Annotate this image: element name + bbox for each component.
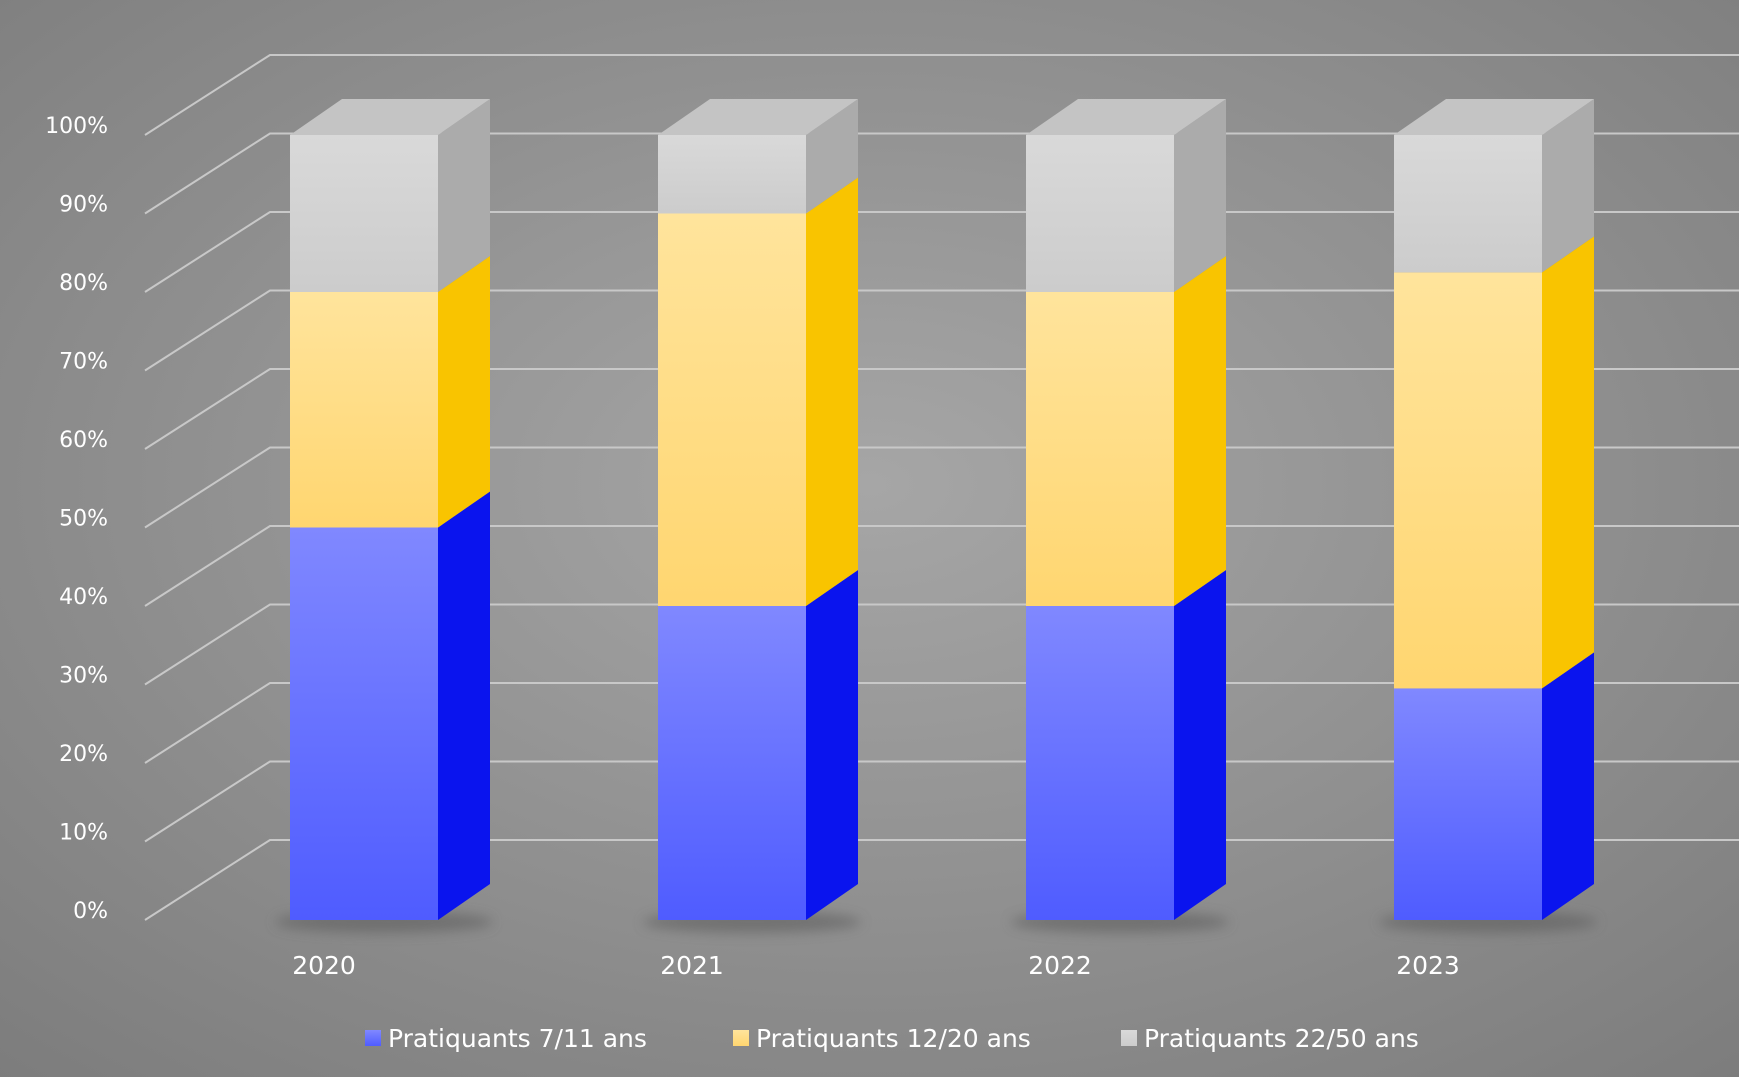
gridlines <box>144 54 1739 921</box>
y-tick-label: 60% <box>59 428 108 453</box>
bar-segment <box>1026 606 1174 920</box>
gridline <box>144 289 1739 372</box>
bar-segment-side <box>806 99 858 214</box>
bar-segment-side <box>1174 256 1226 606</box>
bar-segment-side <box>1174 99 1226 292</box>
bar-segment-side <box>806 570 858 920</box>
legend-label: Pratiquants 22/50 ans <box>1144 1024 1419 1053</box>
y-axis-tick-labels: 0% 10% 20% 30% 40% 50% 60% 70% 80% 90% 100% <box>45 114 108 924</box>
bar-segment-side <box>806 177 858 606</box>
bar-segment-side <box>1542 652 1594 920</box>
y-tick-label: 30% <box>59 664 108 689</box>
bar-top-face <box>290 99 490 135</box>
bar-stack-2020 <box>275 99 493 933</box>
bar-segment <box>658 606 806 920</box>
x-tick-label: 2020 <box>292 951 356 980</box>
bar-segment <box>1394 135 1542 273</box>
legend-swatch <box>733 1030 749 1046</box>
y-tick-label: 100% <box>45 114 108 139</box>
gridline <box>144 839 1739 921</box>
x-tick-label: 2022 <box>1028 951 1092 980</box>
gridline <box>144 446 1739 529</box>
bar-stack-2023 <box>1379 99 1597 933</box>
bar-segment-side <box>1174 570 1226 920</box>
legend-entry: Pratiquants 7/11 ans <box>365 1024 647 1053</box>
y-tick-label: 70% <box>59 350 108 375</box>
x-tick-label: 2021 <box>660 951 724 980</box>
bar-segment-side <box>438 256 490 528</box>
legend-swatch <box>365 1030 381 1046</box>
legend-swatch <box>1121 1030 1137 1046</box>
legend: Pratiquants 7/11 ans Pratiquants 12/20 an… <box>365 1024 1419 1053</box>
bar-segment <box>290 527 438 920</box>
bar-segment <box>658 213 806 606</box>
bar-segment <box>1026 135 1174 292</box>
gridline <box>144 132 1739 215</box>
bar-segment <box>1026 292 1174 606</box>
x-axis-category-labels: 2020 2021 2022 2023 <box>292 951 1460 980</box>
y-tick-label: 10% <box>59 821 108 846</box>
bar-segment-side <box>1542 236 1594 689</box>
bars <box>275 99 1597 933</box>
legend-entry: Pratiquants 12/20 ans <box>733 1024 1031 1053</box>
bar-segment-side <box>1542 99 1594 273</box>
bar-segment <box>1394 688 1542 920</box>
bar-stack-2022 <box>1011 99 1229 933</box>
y-tick-label: 80% <box>59 271 108 296</box>
legend-entry: Pratiquants 22/50 ans <box>1121 1024 1419 1053</box>
bar-top-face <box>1026 99 1226 135</box>
legend-label: Pratiquants 7/11 ans <box>388 1024 647 1053</box>
gridline <box>144 525 1739 607</box>
y-tick-label: 50% <box>59 507 108 532</box>
gridline <box>144 760 1739 843</box>
bar-segment <box>290 135 438 292</box>
bar-stack-2021 <box>643 99 861 933</box>
bar-top-face <box>658 99 858 135</box>
legend-label: Pratiquants 12/20 ans <box>756 1024 1031 1053</box>
gridline <box>144 54 1739 136</box>
y-tick-label: 40% <box>59 585 108 610</box>
bar-segment <box>290 292 438 528</box>
gridline <box>144 211 1739 293</box>
bar-segment <box>658 135 806 214</box>
gridline <box>144 368 1739 450</box>
gridline <box>144 603 1739 686</box>
gridline <box>144 682 1739 764</box>
bar-segment-side <box>438 491 490 920</box>
y-tick-label: 20% <box>59 742 108 767</box>
bar-segment-side <box>438 99 490 292</box>
x-tick-label: 2023 <box>1396 951 1460 980</box>
bar-top-face <box>1394 99 1594 135</box>
bar-segment <box>1394 272 1542 689</box>
y-tick-label: 0% <box>73 899 108 924</box>
y-tick-label: 90% <box>59 193 108 218</box>
